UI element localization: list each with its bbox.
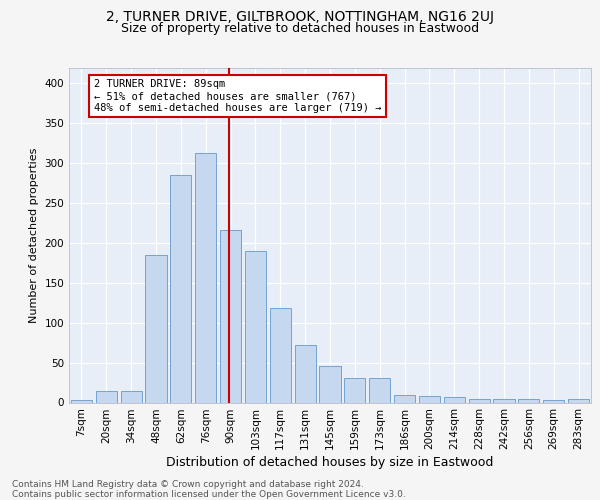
Bar [568,400,589,402]
Bar [543,400,564,402]
Bar [220,230,241,402]
Bar [270,308,291,402]
Bar [71,400,92,402]
Bar [469,398,490,402]
Text: 2 TURNER DRIVE: 89sqm
← 51% of detached houses are smaller (767)
48% of semi-det: 2 TURNER DRIVE: 89sqm ← 51% of detached … [94,80,382,112]
Text: Size of property relative to detached houses in Eastwood: Size of property relative to detached ho… [121,22,479,35]
Bar [96,390,117,402]
Bar [394,394,415,402]
Bar [419,396,440,402]
X-axis label: Distribution of detached houses by size in Eastwood: Distribution of detached houses by size … [166,456,494,469]
Bar [145,255,167,402]
Y-axis label: Number of detached properties: Number of detached properties [29,148,39,322]
Bar [319,366,341,403]
Bar [170,175,191,402]
Bar [369,378,390,402]
Bar [518,398,539,402]
Text: 2, TURNER DRIVE, GILTBROOK, NOTTINGHAM, NG16 2UJ: 2, TURNER DRIVE, GILTBROOK, NOTTINGHAM, … [106,10,494,24]
Text: Contains HM Land Registry data © Crown copyright and database right 2024.
Contai: Contains HM Land Registry data © Crown c… [12,480,406,499]
Bar [493,398,515,402]
Bar [195,153,216,402]
Bar [295,345,316,403]
Bar [344,378,365,402]
Bar [121,390,142,402]
Bar [444,397,465,402]
Bar [245,251,266,402]
